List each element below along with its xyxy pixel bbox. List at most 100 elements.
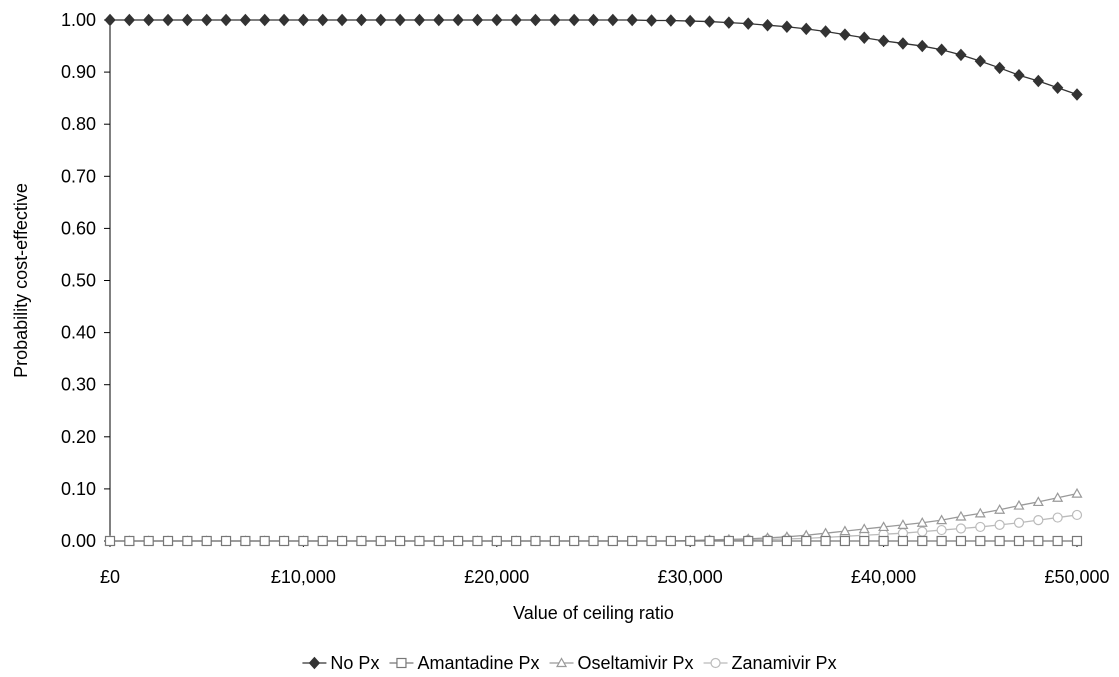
data-point-no-px bbox=[800, 22, 812, 36]
data-point-oseltamivir-px bbox=[858, 523, 870, 534]
data-point-no-px bbox=[413, 13, 426, 27]
y-tick-label: 0.20 bbox=[61, 427, 96, 447]
data-point-amantadine-px bbox=[762, 535, 773, 547]
legend-label: No Px bbox=[330, 653, 379, 673]
x-tick-label: £0 bbox=[100, 567, 120, 587]
data-point-amantadine-px bbox=[627, 535, 638, 547]
data-point-amantadine-px bbox=[104, 535, 116, 547]
data-point-oseltamivir-px bbox=[955, 510, 967, 521]
data-point-oseltamivir-px bbox=[1052, 492, 1064, 502]
data-point-amantadine-px bbox=[1071, 535, 1083, 547]
data-point-oseltamivir-px bbox=[936, 514, 948, 525]
legend-item: Zanamivir Px bbox=[703, 653, 837, 673]
data-point-no-px bbox=[529, 13, 542, 27]
data-point-oseltamivir-px bbox=[974, 507, 986, 518]
data-point-amantadine-px bbox=[936, 535, 947, 547]
data-point-oseltamivir-px bbox=[916, 517, 928, 527]
data-point-amantadine-px bbox=[511, 535, 522, 547]
data-point-amantadine-px bbox=[433, 535, 444, 547]
data-point-no-px bbox=[974, 54, 986, 68]
legend-marker bbox=[308, 656, 321, 670]
y-tick-label: 0.00 bbox=[61, 531, 96, 551]
data-point-no-px bbox=[549, 13, 561, 27]
data-point-oseltamivir-px bbox=[878, 521, 890, 532]
legend-item: Amantadine Px bbox=[389, 653, 540, 673]
data-point-no-px bbox=[703, 15, 716, 28]
data-point-amantadine-px bbox=[839, 535, 851, 547]
data-point-no-px bbox=[645, 14, 658, 27]
data-point-amantadine-px bbox=[317, 535, 328, 547]
data-point-no-px bbox=[877, 34, 890, 48]
data-point-amantadine-px bbox=[298, 535, 309, 547]
data-point-amantadine-px bbox=[569, 535, 580, 547]
data-point-amantadine-px bbox=[453, 535, 464, 547]
data-point-no-px bbox=[858, 31, 870, 44]
x-tick-label: £10,000 bbox=[271, 567, 336, 587]
legend-marker bbox=[710, 657, 721, 669]
data-point-zanamivir-px bbox=[1013, 517, 1025, 528]
x-axis-ticks: £0 £10,000 £20,000 £30,000 £40,000 £50,000 bbox=[100, 541, 1110, 587]
legend-label: Oseltamivir Px bbox=[578, 653, 694, 673]
series-amantadine-px bbox=[104, 535, 1083, 547]
data-point-no-px bbox=[317, 13, 329, 27]
data-point-amantadine-px bbox=[259, 535, 270, 547]
data-point-amantadine-px bbox=[646, 535, 657, 547]
data-point-no-px bbox=[375, 13, 387, 27]
data-point-amantadine-px bbox=[162, 535, 174, 547]
data-point-amantadine-px bbox=[781, 535, 793, 547]
data-point-no-px bbox=[742, 17, 754, 30]
data-point-no-px bbox=[143, 13, 155, 27]
data-point-amantadine-px bbox=[375, 535, 386, 547]
data-point-no-px bbox=[278, 13, 290, 27]
y-axis-title: Probability cost-effective bbox=[11, 183, 31, 378]
data-point-amantadine-px bbox=[1033, 535, 1044, 547]
data-point-amantadine-px bbox=[1013, 535, 1025, 547]
data-point-amantadine-px bbox=[220, 535, 232, 547]
data-point-no-px bbox=[1032, 74, 1044, 88]
data-point-no-px bbox=[297, 13, 310, 27]
legend-label: Zanamivir Px bbox=[732, 653, 837, 673]
legend: No Px Amantadine Px Oseltamivir Px Zanamivi… bbox=[302, 653, 837, 673]
data-point-no-px bbox=[181, 13, 194, 27]
data-point-amantadine-px bbox=[201, 535, 212, 547]
data-point-zanamivir-px bbox=[955, 523, 967, 534]
data-point-no-px bbox=[123, 13, 136, 27]
x-tick-label: £50,000 bbox=[1044, 567, 1109, 587]
series-line-no-px bbox=[110, 19, 1078, 96]
data-point-no-px bbox=[1051, 81, 1064, 94]
data-point-no-px bbox=[626, 13, 638, 27]
data-point-amantadine-px bbox=[356, 535, 367, 547]
data-point-amantadine-px bbox=[549, 535, 560, 547]
x-axis-title: Value of ceiling ratio bbox=[513, 603, 674, 623]
data-point-amantadine-px bbox=[975, 535, 986, 547]
data-point-amantadine-px bbox=[820, 535, 831, 547]
data-point-amantadine-px bbox=[955, 535, 967, 547]
y-tick-label: 0.40 bbox=[61, 323, 96, 343]
data-point-amantadine-px bbox=[743, 535, 754, 547]
data-point-oseltamivir-px bbox=[839, 525, 851, 536]
data-point-zanamivir-px bbox=[1033, 515, 1044, 526]
series-layer bbox=[104, 13, 1083, 547]
data-point-amantadine-px bbox=[182, 535, 193, 547]
y-tick-label: 1.00 bbox=[61, 10, 96, 30]
data-point-amantadine-px bbox=[472, 535, 483, 547]
data-point-amantadine-px bbox=[665, 535, 676, 547]
data-point-no-px bbox=[781, 20, 793, 34]
data-point-no-px bbox=[993, 61, 1006, 75]
data-point-oseltamivir-px bbox=[1013, 499, 1025, 510]
data-point-no-px bbox=[665, 14, 677, 27]
data-point-oseltamivir-px bbox=[1071, 487, 1083, 498]
data-point-no-px bbox=[394, 13, 406, 27]
data-point-no-px bbox=[220, 13, 232, 27]
x-tick-label: £20,000 bbox=[464, 567, 529, 587]
data-point-no-px bbox=[510, 13, 522, 27]
y-tick-label: 0.70 bbox=[61, 166, 96, 186]
legend-label: Amantadine Px bbox=[417, 653, 539, 673]
data-point-no-px bbox=[259, 13, 271, 27]
data-point-amantadine-px bbox=[878, 535, 889, 547]
data-point-oseltamivir-px bbox=[897, 519, 909, 529]
data-point-amantadine-px bbox=[336, 535, 348, 547]
data-point-amantadine-px bbox=[143, 535, 154, 547]
y-axis-ticks: 0.00 0.10 0.20 0.30 0.40 0.50 0.60 0.70 0.80 0.90… bbox=[61, 10, 110, 551]
